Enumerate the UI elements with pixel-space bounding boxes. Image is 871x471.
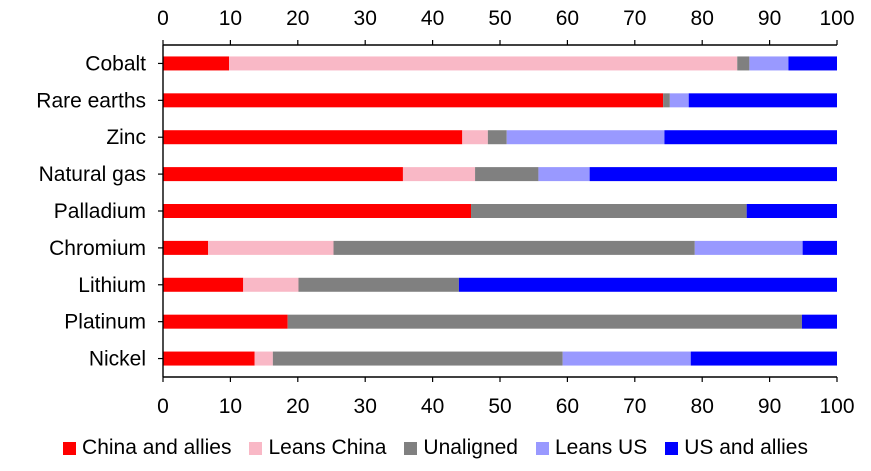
bar-segment (746, 204, 837, 218)
bar-segment (163, 56, 230, 71)
bar-segment (538, 167, 590, 182)
category-label: Natural gas (39, 163, 146, 186)
legend: China and allies Leans China Unaligned Lean… (0, 433, 871, 463)
bottom-x-tick-labels: 0 10 20 30 40 50 60 70 80 90 100 (157, 395, 854, 418)
category-label: Chromium (49, 237, 146, 260)
category-label: Platinum (64, 311, 146, 334)
legend-label: Leans China (268, 436, 387, 459)
legend-label: Unaligned (423, 436, 518, 459)
legend-item: US and allies (665, 436, 808, 460)
bar-segment (562, 351, 691, 366)
bar-segment (471, 204, 747, 218)
stacked-bar-chart: Cobalt Rare earths Zinc Natural gas Palladiu… (36, 7, 854, 418)
bar-segment (475, 167, 539, 182)
bar-segment (669, 93, 689, 108)
legend-swatch (404, 441, 418, 455)
legend-swatch (63, 441, 77, 455)
category-labels: Cobalt Rare earths Zinc Natural gas Palladiu… (36, 52, 146, 370)
legend-label: China and allies (82, 436, 232, 459)
bar-segment (458, 277, 837, 292)
bar-segment (163, 93, 664, 108)
bar-segment (208, 240, 334, 255)
x-tick-label: 40 (421, 7, 444, 30)
bar-segment (749, 56, 789, 71)
x-tick-label: 70 (623, 395, 646, 418)
bar-segment (802, 240, 837, 255)
bar-segment (272, 351, 563, 366)
x-tick-label: 50 (488, 7, 511, 30)
bar-segment (163, 167, 403, 182)
legend-label: US and allies (684, 436, 808, 459)
x-tick-label: 30 (354, 395, 377, 418)
bar-segment (462, 130, 488, 145)
category-label: Lithium (78, 274, 146, 297)
x-tick-label: 50 (488, 395, 511, 418)
legend-item: Unaligned (404, 436, 518, 460)
bar-segment (737, 56, 750, 71)
bar-segment (163, 351, 255, 366)
bar-segment (163, 240, 209, 255)
x-tick-label: 80 (691, 7, 714, 30)
x-tick-label: 100 (819, 7, 854, 30)
category-label: Palladium (54, 200, 146, 223)
x-tick-label: 20 (286, 7, 309, 30)
bar-segment (801, 314, 837, 329)
category-label: Nickel (89, 348, 146, 371)
bar-segment (287, 314, 802, 329)
bar-segment (694, 240, 803, 255)
bar-segment (487, 130, 507, 145)
top-x-tick-labels: 0 10 20 30 40 50 60 70 80 90 100 (157, 7, 854, 30)
bar-segment (243, 277, 299, 292)
legend-swatch (665, 441, 679, 455)
x-tick-label: 40 (421, 395, 444, 418)
category-label: Cobalt (85, 52, 146, 75)
legend-item: China and allies (63, 436, 231, 460)
legend-item: Leans China (249, 436, 386, 460)
bar-segment (163, 314, 288, 329)
legend-swatch (249, 441, 263, 455)
x-tick-label: 100 (819, 395, 854, 418)
bar-segment (690, 351, 837, 366)
x-tick-label: 90 (758, 395, 781, 418)
category-label: Rare earths (36, 89, 146, 112)
x-tick-label: 70 (623, 7, 646, 30)
legend-item: Leans US (535, 436, 648, 460)
axes (158, 40, 838, 382)
bar-segment (589, 167, 837, 182)
x-tick-label: 10 (219, 7, 242, 30)
bar-segment (506, 130, 665, 145)
legend-label: Leans US (554, 436, 648, 459)
x-tick-label: 0 (157, 395, 169, 418)
x-tick-label: 10 (219, 395, 242, 418)
bar-segment (163, 130, 463, 145)
bar-segment (664, 130, 837, 145)
bar-segment (254, 351, 273, 366)
bar-segment (402, 167, 476, 182)
bar-segment (163, 204, 472, 218)
bar-segment (688, 93, 837, 108)
category-label: Zinc (106, 126, 146, 149)
bar-segment (229, 56, 738, 71)
x-tick-label: 60 (556, 395, 579, 418)
x-tick-label: 0 (157, 7, 169, 30)
bar-segments (163, 56, 837, 366)
legend-swatch (535, 441, 549, 455)
bar-segment (163, 277, 244, 292)
x-tick-label: 90 (758, 7, 781, 30)
bar-segment (298, 277, 459, 292)
bar-segment (788, 56, 837, 71)
x-tick-label: 20 (286, 395, 309, 418)
x-tick-label: 60 (556, 7, 579, 30)
x-tick-label: 30 (354, 7, 377, 30)
bar-segment (663, 93, 670, 108)
x-tick-label: 80 (691, 395, 714, 418)
bar-segment (333, 240, 695, 255)
